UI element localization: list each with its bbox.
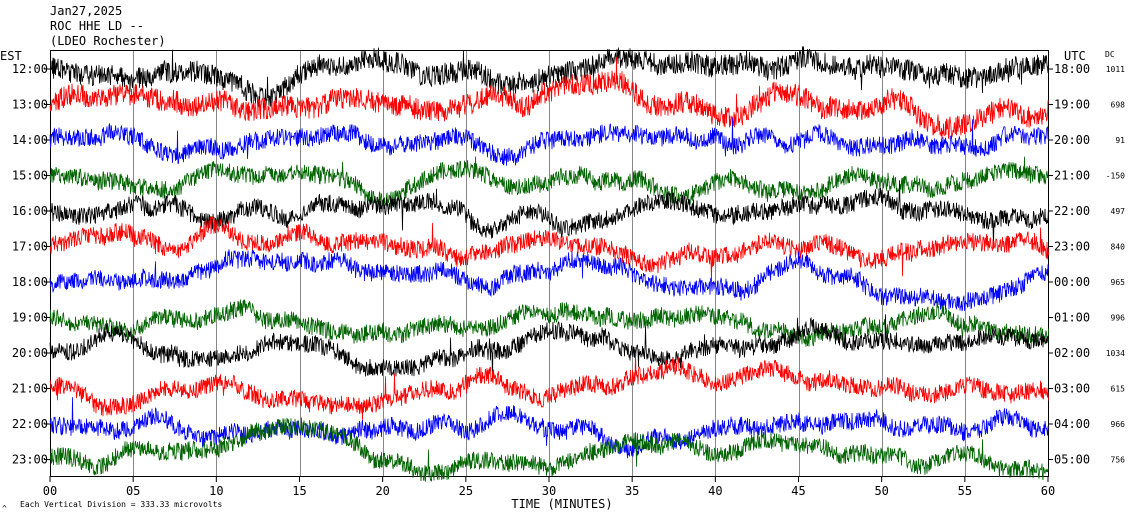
dc-value: 966 <box>1111 420 1126 429</box>
right-hour-label: 05:00 <box>1054 453 1090 467</box>
right-hour-ticks: 18:00 19:00 20:00 21:00 22:00 23:00 00:00 01:00… <box>1048 62 1090 467</box>
trace-line <box>49 46 1049 110</box>
x-tick-label: 00 <box>43 484 57 498</box>
trace-line <box>49 397 1049 459</box>
left-hour-ticks: 12:00 13:00 14:00 15:00 16:00 17:00 18:00 19:00… <box>12 62 50 467</box>
trace-line <box>49 156 1049 209</box>
x-tick-label: 55 <box>958 484 972 498</box>
left-hour-label: 12:00 <box>12 62 48 76</box>
dc-value: 1034 <box>1106 349 1125 358</box>
left-hour-label: 17:00 <box>12 240 48 254</box>
right-hour-label: 23:00 <box>1054 240 1090 254</box>
right-hour-label: 01:00 <box>1054 311 1090 325</box>
left-hour-label: 15:00 <box>12 169 48 183</box>
trace-line <box>49 299 1049 347</box>
right-hour-label: 00:00 <box>1054 275 1090 289</box>
left-hour-label: 19:00 <box>12 311 48 325</box>
right-hour-label: 03:00 <box>1054 382 1090 396</box>
chart-station: ROC HHE LD -- <box>50 19 144 33</box>
right-hour-label: 18:00 <box>1054 62 1090 76</box>
trace-line <box>49 249 1049 312</box>
right-hour-label: 22:00 <box>1054 204 1090 218</box>
dc-value: -150 <box>1106 172 1125 181</box>
trace-line <box>49 417 1049 482</box>
chart-date: Jan27,2025 <box>50 4 122 18</box>
scale-note: Each Vertical Division = 333.33 microvol… <box>20 500 222 509</box>
left-hour-label: 16:00 <box>12 204 48 218</box>
left-hour-label: 22:00 <box>12 417 48 431</box>
right-hour-label: 04:00 <box>1054 417 1090 431</box>
x-tick-label: 40 <box>708 484 722 498</box>
x-axis-ticks: 00 05 10 15 20 25 30 35 40 45 50 55 60 <box>43 476 1055 498</box>
x-tick-label: 30 <box>542 484 556 498</box>
left-axis-label: EST <box>0 49 22 63</box>
chart-location: (LDEO Rochester) <box>50 34 166 48</box>
dc-value: 615 <box>1111 385 1126 394</box>
dc-value: 1011 <box>1106 65 1125 74</box>
dc-offset-values: 1011 698 91 -150 497 840 965 996 1034 615 966 756 <box>1106 65 1125 465</box>
x-tick-label: 05 <box>126 484 140 498</box>
dc-value: 497 <box>1111 207 1126 216</box>
dc-value: 840 <box>1111 243 1126 252</box>
left-hour-label: 18:00 <box>12 275 48 289</box>
right-hour-label: 21:00 <box>1054 169 1090 183</box>
right-axis-label: UTC <box>1064 49 1086 63</box>
dc-value: 965 <box>1111 278 1126 287</box>
x-tick-label: 35 <box>625 484 639 498</box>
left-hour-label: 21:00 <box>12 382 48 396</box>
right-hour-label: 02:00 <box>1054 346 1090 360</box>
dc-value: 996 <box>1111 314 1126 323</box>
x-tick-label: 25 <box>459 484 473 498</box>
right-hour-label: 20:00 <box>1054 133 1090 147</box>
dc-value: 91 <box>1115 136 1125 145</box>
x-tick-label: 60 <box>1041 484 1055 498</box>
dc-value: 698 <box>1111 101 1126 110</box>
left-hour-label: 23:00 <box>12 453 48 467</box>
dc-value: 756 <box>1111 456 1126 465</box>
x-tick-label: 20 <box>375 484 389 498</box>
trace-line <box>49 117 1049 166</box>
left-hour-label: 20:00 <box>12 346 48 360</box>
seismic-traces <box>49 46 1049 482</box>
left-hour-label: 14:00 <box>12 133 48 147</box>
trace-line <box>49 56 1049 140</box>
x-tick-label: 45 <box>791 484 805 498</box>
left-hour-label: 13:00 <box>12 98 48 112</box>
x-tick-label: 10 <box>209 484 223 498</box>
right-hour-label: 19:00 <box>1054 98 1090 112</box>
trace-line <box>49 216 1049 282</box>
x-tick-label: 50 <box>874 484 888 498</box>
dc-label: DC <box>1105 50 1115 59</box>
x-axis-label: TIME (MINUTES) <box>511 497 612 511</box>
corner-mark: ^ <box>2 504 7 513</box>
grid-lines <box>133 51 966 476</box>
trace-line <box>49 314 1049 382</box>
x-tick-label: 15 <box>292 484 306 498</box>
trace-line <box>49 352 1049 421</box>
